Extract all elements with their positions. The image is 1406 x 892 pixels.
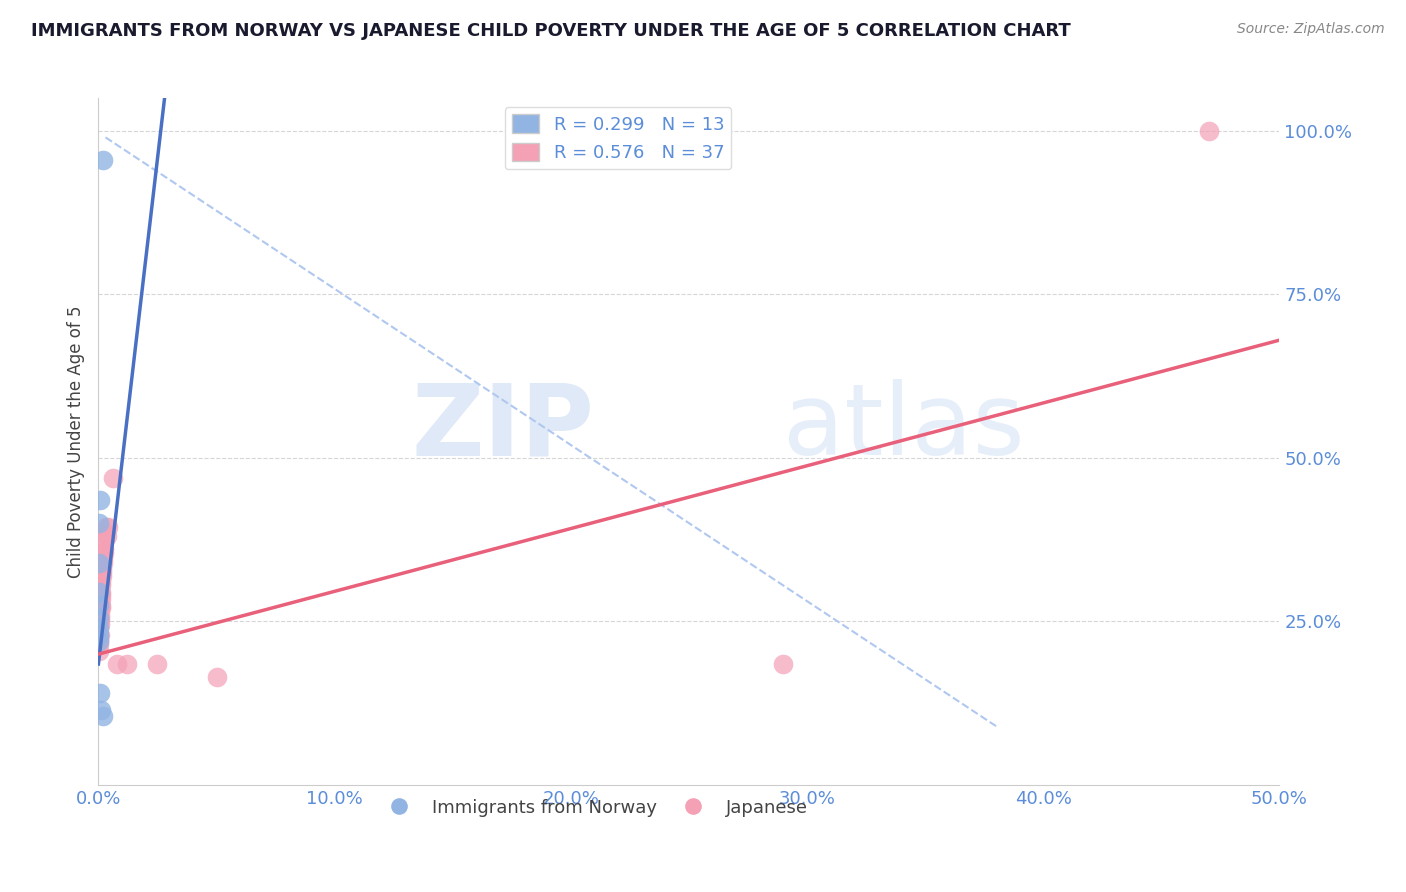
Point xyxy=(1198,124,1220,138)
Legend: Immigrants from Norway, Japanese: Immigrants from Norway, Japanese xyxy=(374,791,814,824)
Point xyxy=(91,566,114,580)
Point xyxy=(90,703,112,717)
Point xyxy=(90,601,112,615)
Point xyxy=(89,644,111,658)
Point xyxy=(87,611,110,625)
Point xyxy=(89,493,111,508)
Point xyxy=(94,526,117,541)
Point xyxy=(205,670,228,684)
Point xyxy=(91,709,114,723)
Point xyxy=(91,153,114,168)
Point xyxy=(89,627,111,641)
Point xyxy=(89,686,111,700)
Text: atlas: atlas xyxy=(783,379,1025,476)
Point xyxy=(101,470,124,484)
Point xyxy=(115,657,138,671)
Text: Source: ZipAtlas.com: Source: ZipAtlas.com xyxy=(1237,22,1385,37)
Point xyxy=(90,591,112,606)
Point xyxy=(89,637,111,651)
Point xyxy=(87,598,110,612)
Point xyxy=(89,617,111,632)
Point xyxy=(96,529,118,543)
Point xyxy=(146,657,169,671)
Point xyxy=(93,533,115,547)
Point xyxy=(89,627,111,641)
Point xyxy=(97,519,120,533)
Point xyxy=(772,657,794,671)
Point xyxy=(89,611,111,625)
Point xyxy=(94,519,117,533)
Point xyxy=(89,627,111,641)
Point xyxy=(91,568,114,582)
Point xyxy=(90,585,112,599)
Point xyxy=(91,546,114,560)
Point xyxy=(90,588,112,602)
Point xyxy=(89,607,111,622)
Point xyxy=(89,634,111,648)
Point xyxy=(93,546,115,560)
Point xyxy=(89,615,111,629)
Point xyxy=(90,575,112,590)
Text: IMMIGRANTS FROM NORWAY VS JAPANESE CHILD POVERTY UNDER THE AGE OF 5 CORRELATION : IMMIGRANTS FROM NORWAY VS JAPANESE CHILD… xyxy=(31,22,1071,40)
Point xyxy=(90,578,112,592)
Point xyxy=(87,556,110,570)
Point xyxy=(93,542,115,557)
Point xyxy=(89,601,111,615)
Y-axis label: Child Poverty Under the Age of 5: Child Poverty Under the Age of 5 xyxy=(66,305,84,578)
Point xyxy=(87,585,110,599)
Point xyxy=(91,556,114,570)
Point xyxy=(91,562,114,576)
Point xyxy=(105,657,128,671)
Point xyxy=(87,516,110,531)
Point xyxy=(89,621,111,635)
Point xyxy=(91,552,114,566)
Point xyxy=(89,634,111,648)
Point xyxy=(90,598,112,612)
Text: ZIP: ZIP xyxy=(412,379,595,476)
